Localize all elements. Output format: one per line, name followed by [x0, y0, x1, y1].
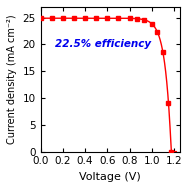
- X-axis label: Voltage (V): Voltage (V): [79, 172, 141, 182]
- Text: 22.5% efficiency: 22.5% efficiency: [55, 39, 151, 49]
- Y-axis label: Current density (mA cm⁻²): Current density (mA cm⁻²): [7, 15, 17, 144]
